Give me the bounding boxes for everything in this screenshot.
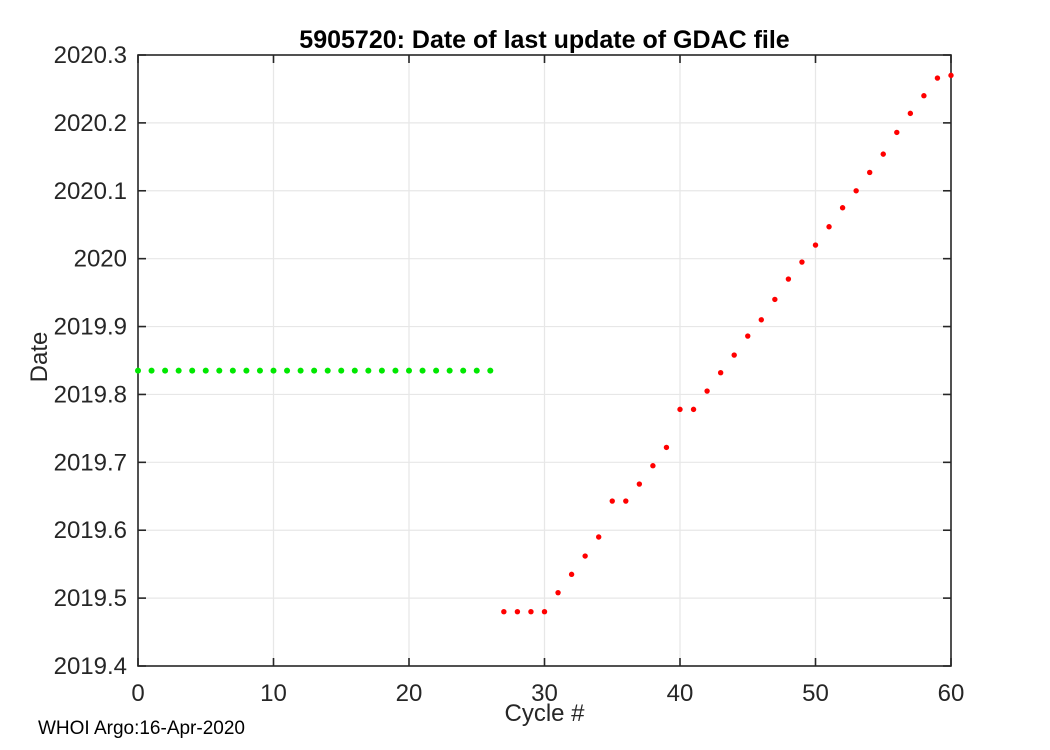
data-point-green-dots: [175, 367, 182, 374]
data-point-red-dots: [636, 481, 643, 487]
data-point-red-dots: [867, 169, 873, 176]
data-point-red-dots: [812, 242, 819, 248]
data-point-green-dots: [135, 367, 141, 374]
data-point-red-dots: [799, 259, 805, 265]
data-point-green-dots: [256, 367, 263, 374]
data-point-green-dots: [216, 367, 223, 374]
data-point-red-dots: [555, 589, 561, 596]
data-point-red-dots: [501, 608, 507, 615]
data-point-red-dots: [731, 352, 737, 358]
data-point-green-dots: [487, 367, 494, 374]
x-tick-label: 30: [531, 680, 558, 707]
data-point-red-dots: [568, 571, 575, 578]
x-tick-label: 10: [260, 680, 287, 707]
data-point-green-dots: [419, 367, 426, 374]
x-tick-label: 60: [938, 680, 965, 707]
data-point-red-dots: [528, 608, 534, 615]
data-point-red-dots: [894, 129, 900, 136]
data-point-red-dots: [582, 553, 588, 559]
x-tick-label: 0: [131, 680, 144, 707]
data-point-red-dots: [650, 463, 656, 469]
data-point-green-dots: [311, 367, 318, 374]
data-point-red-dots: [921, 93, 927, 99]
chart-title: 5905720: Date of last update of GDAC fil…: [299, 26, 790, 54]
data-point-green-dots: [365, 367, 372, 374]
data-point-red-dots: [853, 188, 859, 194]
data-point-red-dots: [826, 224, 832, 230]
y-tick-label: 2020: [74, 246, 127, 273]
y-tick-label: 2019.4: [54, 653, 127, 680]
y-tick-label: 2019.8: [54, 381, 127, 408]
data-point-red-dots: [772, 296, 778, 303]
y-tick-label: 2019.7: [54, 449, 127, 476]
data-point-green-dots: [148, 367, 155, 374]
x-tick-label: 40: [667, 680, 694, 707]
x-tick-label: 50: [802, 680, 829, 707]
data-point-green-dots: [378, 367, 385, 374]
data-point-red-dots: [880, 151, 886, 157]
data-point-red-dots: [690, 406, 697, 413]
data-point-green-dots: [162, 367, 169, 374]
data-point-red-dots: [623, 498, 629, 504]
data-point-red-dots: [514, 608, 521, 615]
data-point-green-dots: [243, 367, 250, 374]
data-point-red-dots: [609, 498, 615, 504]
x-axis-label: Cycle #: [504, 700, 585, 727]
y-tick-label: 2020.1: [54, 178, 127, 205]
data-point-red-dots: [758, 317, 764, 323]
x-tick-label: 20: [396, 680, 423, 707]
data-point-red-dots: [677, 406, 683, 413]
y-tick-label: 2019.5: [54, 585, 127, 612]
y-tick-label: 2019.9: [54, 314, 127, 341]
data-point-green-dots: [433, 367, 440, 374]
data-point-red-dots: [948, 72, 954, 79]
data-point-red-dots: [839, 205, 846, 211]
data-point-green-dots: [324, 367, 331, 374]
data-point-green-dots: [338, 367, 345, 374]
data-point-green-dots: [392, 367, 399, 374]
watermark-text: WHOI Argo:16-Apr-2020: [38, 718, 245, 739]
data-point-green-dots: [270, 367, 277, 374]
data-point-green-dots: [351, 367, 358, 374]
data-point-green-dots: [460, 367, 467, 374]
data-point-green-dots: [202, 367, 209, 374]
y-tick-label: 2020.3: [54, 42, 127, 69]
y-axis-label: Date: [26, 331, 53, 383]
data-point-red-dots: [663, 444, 670, 451]
data-point-red-dots: [717, 370, 724, 376]
data-point-green-dots: [446, 367, 453, 374]
data-point-green-dots: [406, 367, 412, 374]
data-point-green-dots: [189, 367, 196, 374]
data-point-red-dots: [785, 276, 792, 282]
data-point-red-dots: [541, 608, 548, 615]
y-tick-label: 2020.2: [54, 110, 127, 137]
data-point-green-dots: [284, 367, 291, 374]
data-point-red-dots: [704, 388, 710, 394]
y-tick-label: 2019.6: [54, 517, 127, 544]
data-point-red-dots: [745, 333, 751, 339]
data-point-green-dots: [297, 367, 304, 374]
data-point-green-dots: [229, 367, 236, 374]
data-point-green-dots: [473, 367, 480, 374]
data-point-red-dots: [934, 75, 941, 81]
data-point-red-dots: [907, 110, 914, 117]
data-point-red-dots: [596, 534, 602, 540]
